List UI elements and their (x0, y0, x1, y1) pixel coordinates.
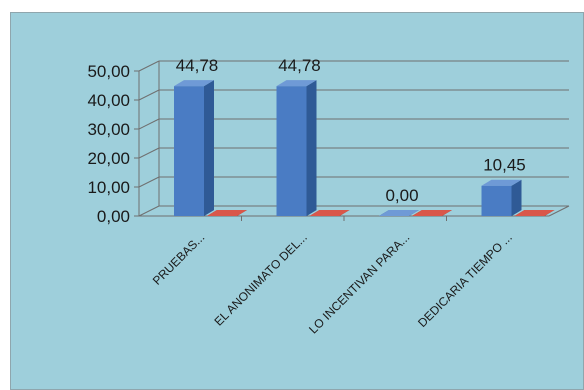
bar-series1 (276, 80, 317, 216)
depth-gridline (138, 60, 160, 72)
data-label: 10,45 (483, 156, 526, 175)
bar-series1-side (204, 80, 214, 216)
data-label: 44,78 (278, 56, 321, 75)
bar-series2 (412, 210, 452, 216)
data-label: 44,78 (176, 56, 219, 75)
depth-gridline (138, 205, 160, 217)
bar-series1-top (481, 179, 522, 186)
bar-series2-top (309, 210, 350, 216)
floor-edge (548, 205, 570, 217)
bar-series1 (379, 210, 419, 216)
y-tick-label: 40,00 (87, 91, 130, 110)
bar-series1-top (174, 80, 214, 87)
bar-series1-top (379, 210, 419, 216)
bar-series1-front (174, 86, 204, 216)
y-tick-label: 10,00 (87, 178, 130, 197)
y-tick-label: 0,00 (97, 207, 130, 226)
bar-series1-side (511, 179, 522, 216)
data-label: 0,00 (385, 186, 418, 205)
depth-gridline (138, 147, 160, 159)
depth-gridline (138, 118, 160, 130)
y-tick-label: 20,00 (87, 149, 130, 168)
bar-series2-top (207, 210, 247, 216)
bar-series2-top (514, 210, 555, 216)
y-tick-label: 30,00 (87, 120, 130, 139)
depth-gridline (138, 176, 160, 188)
bar-series2 (309, 210, 350, 216)
bars (174, 80, 555, 216)
bar-series2-top (412, 210, 452, 216)
bar-series2 (207, 210, 247, 216)
bar-series1 (174, 80, 214, 216)
bar-series1-front (481, 185, 512, 216)
chart-frame: 0,00 10,00 20,00 30,00 40,00 50,00 44,78 PRUEBA… (10, 12, 584, 390)
bar-series1 (481, 179, 522, 216)
bar-series1-front (276, 86, 307, 216)
depth-gridline (138, 89, 160, 101)
bar-series1-top (276, 80, 317, 87)
y-tick-label: 50,00 (87, 62, 130, 81)
bar-series2 (514, 210, 555, 216)
bar-series1-side (306, 80, 317, 216)
